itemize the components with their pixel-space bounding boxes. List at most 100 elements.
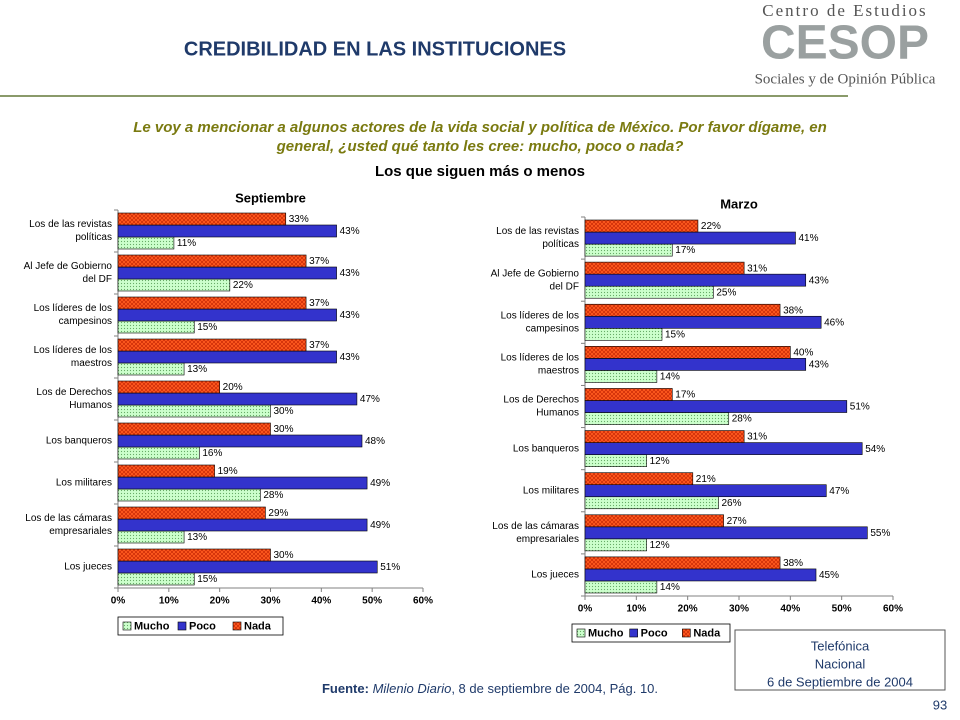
bar (117, 338, 307, 352)
x-tick-label: 50% (362, 596, 382, 607)
x-tick-label: 50% (832, 604, 852, 615)
x-tick-label: 0% (111, 596, 126, 607)
category-label: campesinos (526, 323, 579, 334)
legend-label: Mucho (588, 627, 624, 639)
bar (117, 572, 195, 586)
category-label: empresariales (516, 534, 579, 545)
category-label: Los de Derechos (503, 395, 579, 406)
value-label: 20% (223, 382, 243, 393)
category-label: Humanos (536, 408, 579, 419)
value-label: 43% (340, 310, 360, 321)
bar (117, 254, 307, 268)
value-label: 37% (309, 256, 329, 267)
bar (584, 370, 658, 383)
bar (117, 278, 231, 292)
value-label: 43% (809, 360, 829, 371)
bar (584, 273, 807, 287)
x-tick-label: 60% (883, 604, 903, 615)
value-label: 47% (829, 486, 849, 497)
bar (584, 472, 694, 486)
bar (584, 514, 724, 528)
bar (584, 412, 730, 425)
bar (584, 538, 647, 552)
bar (584, 442, 863, 455)
category-label: maestros (538, 366, 579, 377)
bar (584, 285, 714, 299)
source: Fuente: Milenio Diario, 8 de septiembre … (322, 681, 658, 696)
bar (117, 530, 185, 544)
value-label: 31% (747, 263, 767, 274)
bar (584, 568, 817, 582)
value-label: 25% (716, 287, 736, 298)
category-label: empresariales (49, 526, 112, 537)
x-tick-label: 0% (578, 604, 593, 615)
legend-label: Mucho (134, 620, 170, 632)
value-label: 11% (177, 238, 196, 249)
value-label: 15% (665, 329, 685, 340)
category-label: Los banqueros (513, 443, 579, 454)
category-label: políticas (75, 232, 112, 243)
x-tick-label: 20% (678, 604, 698, 615)
bar (117, 236, 175, 250)
value-label: 51% (850, 402, 870, 413)
category-label: Los líderes de los (34, 303, 112, 314)
chart-title: Marzo (720, 196, 758, 211)
bar (117, 224, 337, 238)
bar (117, 404, 271, 418)
bar (584, 261, 745, 275)
info-line: 6 de Septiembre de 2004 (767, 674, 913, 689)
value-label: 17% (675, 245, 695, 256)
value-label: 12% (650, 456, 670, 467)
value-label: 30% (274, 550, 294, 561)
bar (117, 560, 378, 574)
legend-swatch (122, 621, 132, 631)
x-tick-label: 30% (729, 604, 749, 615)
legend-swatch (682, 628, 691, 638)
category-label: del DF (83, 274, 112, 285)
value-label: 27% (727, 516, 747, 527)
value-label: 13% (187, 364, 207, 375)
legend-swatch (629, 628, 638, 638)
bar (117, 308, 337, 322)
category-label: Los militares (56, 478, 112, 489)
value-label: 28% (263, 490, 283, 501)
category-label: Los jueces (64, 562, 112, 573)
value-label: 38% (783, 305, 803, 316)
bar (584, 484, 827, 498)
bar (584, 454, 647, 467)
legend-label: Poco (641, 627, 668, 639)
x-tick-label: 40% (780, 604, 800, 615)
category-label: Los líderes de los (501, 310, 579, 321)
bar (584, 580, 658, 594)
legend-label: Nada (693, 627, 721, 639)
value-label: 47% (360, 394, 380, 405)
bar (584, 315, 822, 329)
legend-swatch (232, 621, 242, 631)
value-label: 43% (340, 352, 360, 363)
info-line: Nacional (815, 656, 866, 671)
category-label: Los de Derechos (36, 387, 112, 398)
bar (117, 212, 287, 226)
x-tick-label: 40% (311, 596, 331, 607)
value-label: 48% (365, 436, 385, 447)
bar (117, 320, 195, 334)
bar (584, 243, 673, 257)
category-label: Los de las revistas (29, 219, 112, 230)
bar (584, 231, 796, 245)
value-label: 14% (660, 582, 680, 593)
logo-mark: CESOP (761, 17, 929, 70)
category-label: Los jueces (531, 570, 579, 581)
bar (584, 358, 807, 371)
x-tick-label: 10% (159, 596, 179, 607)
category-label: Los líderes de los (501, 353, 579, 364)
slide-title: CREDIBILIDAD EN LAS INSTITUCIONES (184, 38, 566, 60)
x-tick-label: 60% (413, 596, 433, 607)
value-label: 19% (218, 466, 238, 477)
value-label: 37% (309, 340, 329, 351)
value-label: 17% (675, 390, 695, 401)
bar (117, 296, 307, 310)
category-label: Al Jefe de Gobierno (24, 261, 113, 272)
bar (117, 422, 271, 436)
value-label: 49% (370, 478, 390, 489)
